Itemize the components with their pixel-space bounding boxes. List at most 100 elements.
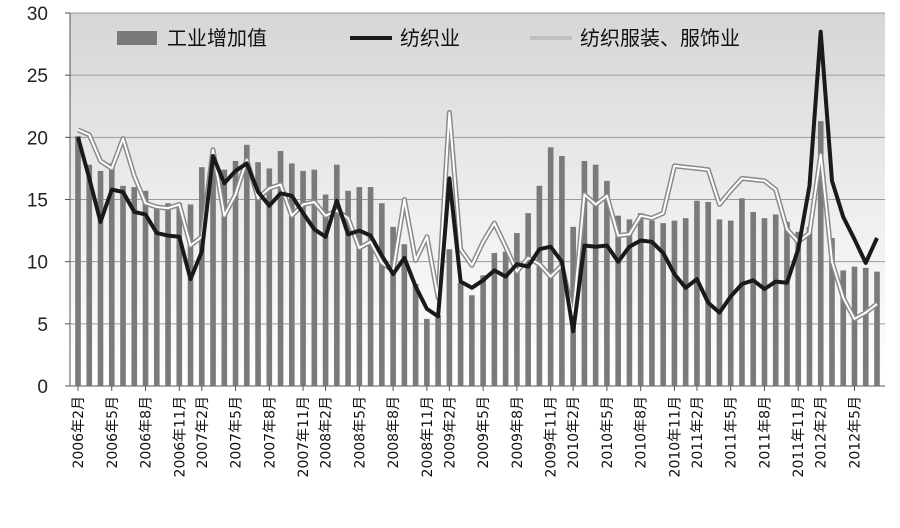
bar: [255, 162, 261, 386]
bar: [120, 185, 126, 386]
x-tick-label: 2007年5月: [229, 396, 245, 469]
bar: [547, 147, 554, 386]
bar: [604, 180, 610, 386]
bar: [772, 214, 779, 386]
x-tick-label: 2007年2月: [195, 396, 211, 469]
y-tick-label: 10: [27, 253, 48, 274]
x-tick-label: 2007年11月: [296, 396, 312, 477]
x-tick-label: 2009年2月: [442, 396, 458, 469]
bar: [806, 226, 813, 386]
bar: [581, 160, 588, 386]
legend-label-textile: 纺织业: [400, 26, 460, 50]
bar: [817, 121, 824, 387]
bar: [198, 167, 205, 386]
bar: [289, 163, 295, 386]
x-tick-label: 2008年2月: [319, 396, 335, 469]
bar: [334, 164, 340, 386]
bar: [750, 211, 757, 386]
x-tick-label: 2011年2月: [690, 396, 706, 469]
bar: [277, 151, 284, 386]
y-tick-label: 30: [27, 4, 48, 25]
bar: [108, 163, 115, 386]
bar: [536, 185, 543, 386]
bar: [660, 223, 666, 386]
bar: [592, 164, 599, 386]
bar: [525, 213, 531, 386]
bar: [187, 204, 194, 386]
bar: [694, 200, 700, 386]
bar: [671, 220, 678, 386]
bar: [345, 190, 351, 386]
bar: [300, 170, 306, 386]
legend-label-apparel: 纺织服装、服饰业: [580, 26, 740, 50]
bar: [514, 233, 520, 386]
bar: [626, 219, 633, 386]
x-tick-label: 2006年5月: [105, 396, 121, 469]
bar: [75, 136, 81, 386]
y-tick-label: 0: [37, 377, 48, 398]
bar: [637, 213, 644, 386]
bar: [221, 169, 228, 386]
bar: [176, 203, 183, 386]
bar: [210, 167, 216, 386]
x-tick-label: 2010年2月: [566, 396, 582, 469]
x-tick-label: 2006年8月: [139, 396, 155, 469]
line-series: [76, 29, 879, 334]
x-tick-label: 2011年11月: [791, 396, 807, 477]
x-axis: 2006年2月 2006年5月 2006年8月 2006年11月 2007年2月 2007…: [71, 386, 863, 477]
bar: [356, 187, 363, 386]
bar: [829, 238, 835, 386]
bar: [131, 187, 138, 386]
bar: [716, 219, 723, 386]
bar: [739, 198, 745, 386]
bar: [379, 203, 385, 386]
x-tick-label: 2006年2月: [71, 396, 87, 469]
bar: [86, 164, 93, 386]
bar: [446, 249, 453, 386]
x-tick-label: 2008年5月: [352, 396, 368, 469]
bar: [232, 160, 239, 386]
bar: [165, 203, 171, 386]
legend: 工业增加值 纺织业 纺织服装、服饰业: [117, 26, 740, 50]
bar: [322, 194, 329, 386]
bar: [243, 144, 250, 386]
x-tick-label: 2010年8月: [634, 396, 650, 469]
x-tick-label: 2009年8月: [510, 396, 526, 469]
bar: [615, 215, 621, 386]
bar: [367, 187, 374, 386]
bar: [502, 251, 509, 386]
bar: [840, 270, 847, 386]
bar: [851, 266, 858, 386]
bar: [862, 267, 869, 386]
bar: [266, 168, 273, 386]
bar: [649, 220, 655, 386]
bar: [491, 252, 498, 386]
bar: [784, 221, 790, 386]
bar: [795, 231, 802, 386]
y-tick-label: 15: [27, 191, 48, 212]
bar: [469, 295, 475, 386]
bar: [311, 169, 318, 386]
bar: [480, 275, 486, 386]
bar-series: [75, 121, 880, 387]
bar: [727, 220, 734, 386]
textile-line: [76, 29, 879, 334]
bar: [457, 282, 464, 386]
x-tick-label: 2012年2月: [814, 396, 830, 469]
x-tick-label: 2008年8月: [386, 396, 402, 469]
bar: [874, 271, 880, 386]
y-axis: 0 5 10 15 20 25 30: [27, 4, 885, 398]
bar: [435, 315, 441, 386]
legend-swatch-bar: [117, 31, 157, 45]
x-tick-label: 2009年11月: [544, 396, 560, 477]
bar: [97, 170, 104, 386]
y-tick-label: 20: [27, 128, 48, 149]
bar: [705, 201, 712, 386]
x-tick-label: 2008年11月: [420, 396, 436, 477]
bar: [142, 190, 149, 386]
y-tick-label: 25: [27, 66, 48, 87]
bar: [390, 226, 396, 386]
bar: [401, 244, 408, 386]
bar: [412, 284, 419, 386]
